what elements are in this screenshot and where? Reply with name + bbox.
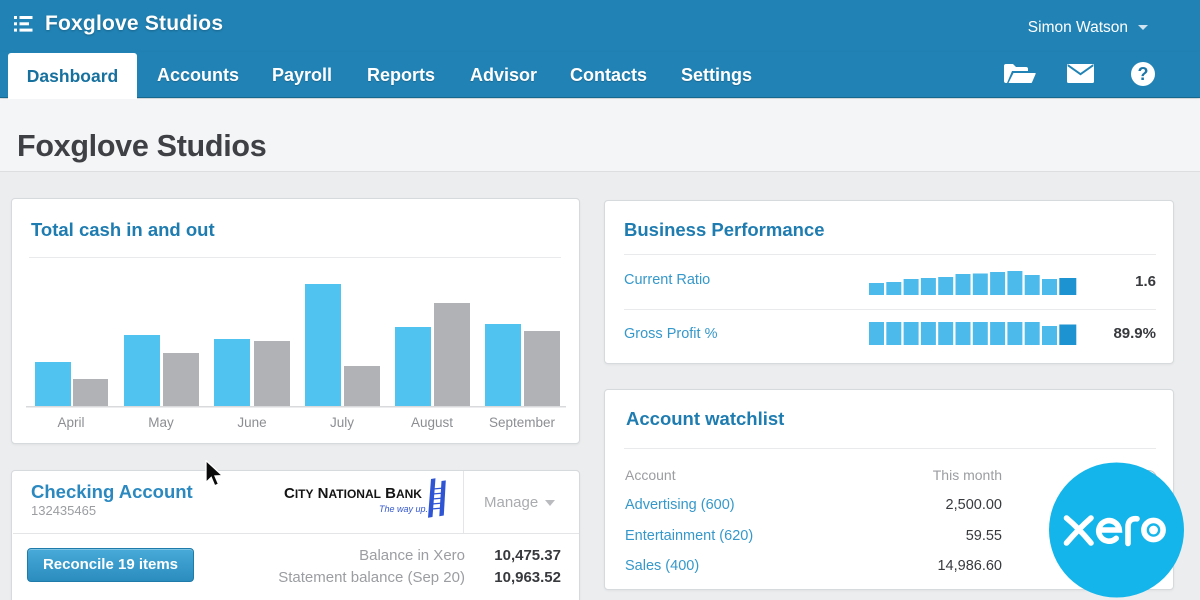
svg-text:August: August xyxy=(411,415,453,430)
svg-text:April: April xyxy=(57,415,84,430)
svg-text:May: May xyxy=(148,415,174,430)
svg-text:June: June xyxy=(237,415,266,430)
svg-text:September: September xyxy=(489,415,556,430)
svg-text:July: July xyxy=(330,415,354,430)
